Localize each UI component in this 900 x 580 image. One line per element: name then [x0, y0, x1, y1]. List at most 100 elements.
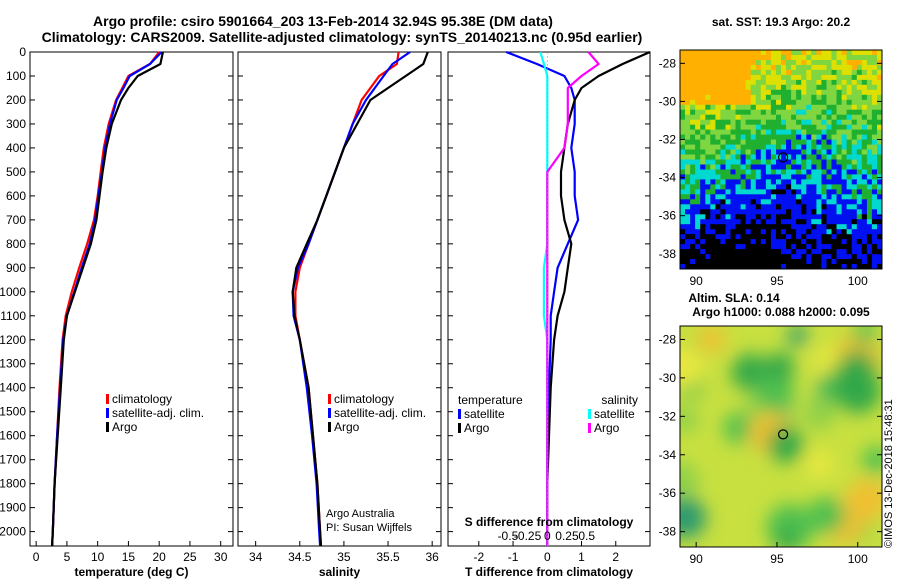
sst-cell — [685, 50, 691, 56]
sst-cell — [730, 194, 736, 200]
sst-cell — [851, 254, 858, 260]
sst-cell — [816, 134, 822, 140]
sst-cell — [831, 79, 837, 86]
sst-cell — [770, 264, 777, 269]
sst-cell — [791, 64, 797, 71]
sst-cell — [740, 124, 747, 131]
sst-cell — [781, 84, 787, 91]
depth-tick-label: 800 — [6, 237, 26, 251]
salinity-panel: 34 34.5 35 35.5 36salinityclimatologysatelli… — [237, 51, 442, 579]
sst-cell — [705, 204, 711, 210]
sst-cell — [710, 99, 716, 106]
sst-cell — [690, 264, 696, 269]
sst-cell — [695, 50, 701, 56]
sst-cell — [806, 159, 812, 165]
sst-cell — [710, 209, 716, 215]
sst-cell — [781, 244, 787, 250]
sst-cell — [791, 74, 797, 81]
sst-cell — [877, 154, 882, 160]
sst-cell — [776, 144, 782, 150]
sst-cell — [750, 104, 757, 111]
sst-cell — [755, 224, 762, 230]
sst-cell — [806, 64, 812, 71]
sst-cell — [836, 239, 842, 245]
sst-cell — [826, 159, 832, 165]
sst-cell — [685, 149, 691, 155]
sst-cell — [755, 134, 762, 140]
sst-cell — [821, 74, 827, 81]
sst-cell — [831, 244, 837, 250]
sst-cell — [826, 104, 832, 111]
sst-cell — [856, 164, 863, 170]
sst-cell — [695, 104, 701, 111]
sst-cell — [725, 254, 731, 260]
sst-cell — [680, 244, 686, 250]
sst-cell — [796, 50, 802, 56]
sst-cell — [776, 104, 782, 111]
sst-cell — [776, 229, 782, 235]
sst-cell — [866, 94, 873, 101]
sst-cell — [760, 239, 767, 245]
sst-cell — [816, 60, 822, 66]
sst-cell — [685, 164, 691, 170]
sst-cell — [816, 119, 822, 126]
sst-frame — [679, 49, 883, 270]
sst-cell — [781, 254, 787, 260]
sst-cell — [796, 74, 802, 81]
sst-cell — [811, 109, 817, 116]
sst-cell — [866, 60, 873, 66]
sst-cell — [680, 164, 686, 170]
sst-cell — [877, 55, 882, 61]
sst-cell — [715, 64, 721, 71]
sst-cell — [846, 224, 853, 230]
sst-cell — [770, 74, 777, 81]
sst-cell — [760, 259, 767, 265]
sst-cell — [725, 189, 731, 195]
sst-cell — [760, 184, 767, 190]
sst-cell — [755, 164, 762, 170]
sst-cell — [851, 154, 858, 160]
sst-cell — [730, 99, 736, 106]
sst-cell — [786, 144, 792, 150]
sst-cell — [760, 164, 767, 170]
sst-cell — [826, 119, 832, 126]
sst-cell — [786, 194, 792, 200]
sst-cell — [841, 129, 848, 135]
sst-cell — [841, 209, 848, 215]
sst-cell — [770, 154, 777, 160]
sst-cell — [776, 239, 782, 245]
sst-cell — [705, 94, 711, 101]
sst-cell — [791, 244, 797, 250]
sst-cell — [796, 194, 802, 200]
sst-cell — [877, 159, 882, 165]
sst-cell — [816, 55, 822, 61]
sst-cell — [680, 69, 686, 76]
sst-cell — [877, 99, 882, 106]
sst-cell — [801, 79, 807, 86]
sst-cell — [770, 244, 777, 250]
sst-cell — [750, 254, 757, 260]
sst-cell — [836, 99, 842, 106]
sst-cell — [740, 204, 747, 210]
sst-cell — [851, 104, 858, 111]
sst-cell — [725, 184, 731, 190]
sst-cell — [700, 154, 706, 160]
sst-cell — [781, 119, 787, 126]
sst-cell — [841, 84, 848, 91]
depth-tick-label: 600 — [6, 189, 26, 203]
sst-cell — [730, 264, 736, 269]
sst-cell — [826, 55, 832, 61]
sst-cell — [770, 64, 777, 71]
sst-cell — [856, 204, 863, 210]
sst-cell — [811, 149, 817, 155]
sst-cell — [690, 134, 696, 140]
sst-cell — [816, 104, 822, 111]
sst-cell — [760, 169, 767, 175]
sst-cell — [740, 234, 747, 240]
lat-tick-label: -32 — [659, 133, 677, 147]
sst-cell — [846, 199, 853, 205]
sst-cell — [710, 244, 716, 250]
sst-cell — [725, 139, 731, 145]
sst-cell — [856, 55, 863, 61]
